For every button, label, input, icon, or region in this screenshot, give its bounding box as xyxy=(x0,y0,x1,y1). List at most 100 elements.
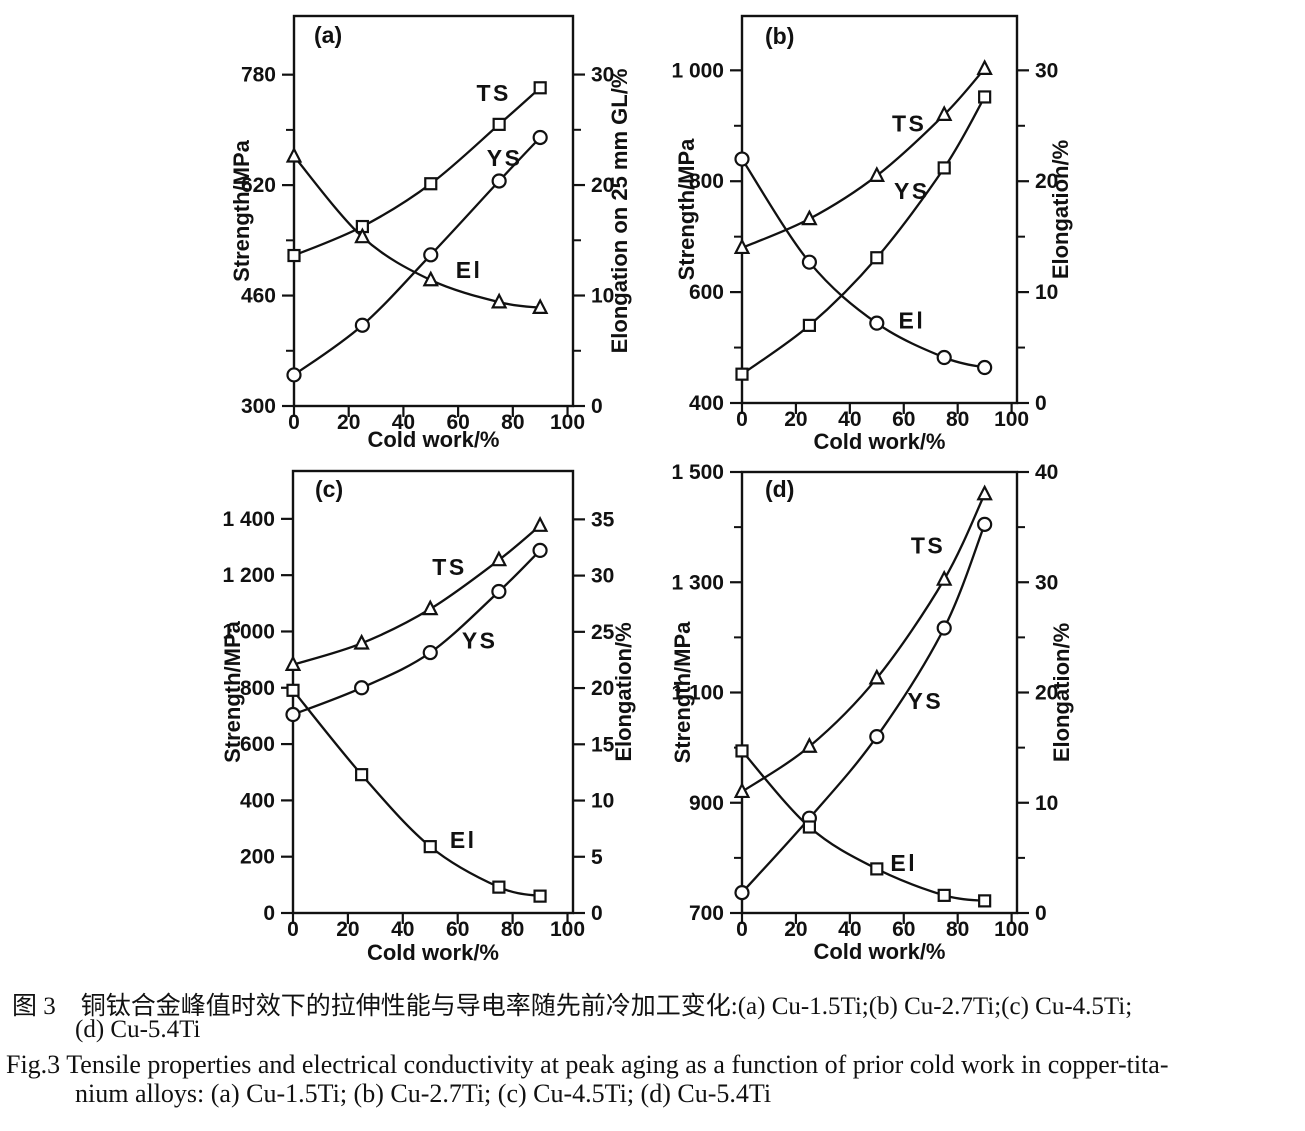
y-axis-right: 0 10 20 30 xyxy=(573,64,614,418)
y-right-axis-title: Elongation/% xyxy=(611,622,636,761)
curve-label-El: El xyxy=(456,257,483,283)
curve-label-El: El xyxy=(450,827,477,853)
series-El xyxy=(285,146,549,314)
x-tick-label: 100 xyxy=(550,411,585,434)
curve-label-YS: YS xyxy=(462,627,498,653)
y-right-tick-label: 20 xyxy=(591,174,614,197)
x-tick-label: 80 xyxy=(946,408,969,431)
caption-english-line1: Fig.3 Tensile properties and electrical … xyxy=(6,1050,1169,1079)
y-right-tick-label: 10 xyxy=(1035,792,1058,815)
y-right-tick-label: 10 xyxy=(1035,281,1058,304)
y-right-tick-label: 10 xyxy=(591,285,614,308)
caption-chinese-line1: 图 3 铜钛合金峰值时效下的拉伸性能与导电率随先前冷加工变化:(a) Cu-1.… xyxy=(12,993,1133,1020)
x-tick-label: 60 xyxy=(446,918,469,941)
y-axis-left: 700 900 1 100 1 300 1 500 xyxy=(671,461,742,925)
x-tick-label: 100 xyxy=(550,918,585,941)
y-left-tick-label: 1 000 xyxy=(671,59,724,82)
y-left-tick-label: 1 300 xyxy=(671,571,724,594)
series-El xyxy=(286,683,547,903)
y-right-tick-label: 30 xyxy=(1035,59,1058,82)
x-tick-label: 80 xyxy=(501,918,524,941)
panel-label: (c) xyxy=(315,476,343,502)
series-TS xyxy=(287,81,547,263)
y-left-axis-title: Strength/MPa xyxy=(674,138,699,281)
y-left-tick-label: 1 100 xyxy=(671,682,724,705)
y-right-tick-label: 0 xyxy=(591,395,603,418)
y-right-tick-label: 0 xyxy=(591,902,603,925)
y-left-tick-label: 700 xyxy=(689,902,724,925)
y-left-tick-label: 620 xyxy=(241,174,276,197)
y-right-axis-title: Elongation on 25 mm GL/% xyxy=(607,69,632,354)
chart-panel-b: 400 600 800 1 000 0 10 20 30 0 20 40 60 80 100 Cold wo… xyxy=(671,14,1073,454)
y-left-tick-label: 600 xyxy=(689,281,724,304)
caption-chinese-line2: (d) Cu-5.4Ti xyxy=(75,1016,201,1043)
curve-label-TS: TS xyxy=(911,533,945,559)
panel-label: (d) xyxy=(765,476,794,502)
curve-label-TS: TS xyxy=(892,110,926,136)
y-left-tick-label: 1 400 xyxy=(222,508,275,531)
x-axis: 0 20 40 60 80 100 Cold work/% xyxy=(287,913,585,965)
y-right-tick-label: 40 xyxy=(1035,461,1058,484)
y-axis-left: 0 200 400 600 800 1 000 1 200 1 400 xyxy=(222,508,293,925)
x-axis: 0 20 40 60 80 100 Cold work/% xyxy=(736,913,1029,964)
series-YS xyxy=(285,542,548,723)
curve-label-TS: TS xyxy=(432,554,466,580)
caption-english-line2: nium alloys: (a) Cu-1.5Ti; (b) Cu-2.7Ti;… xyxy=(75,1079,772,1108)
plot-frame xyxy=(740,14,1019,405)
y-right-tick-label: 30 xyxy=(591,565,614,588)
y-right-tick-label: 30 xyxy=(591,64,614,87)
x-tick-label: 20 xyxy=(784,408,807,431)
x-tick-label: 80 xyxy=(501,411,524,434)
x-tick-label: 0 xyxy=(736,918,748,941)
y-left-axis-title: Strength/MPa xyxy=(229,139,254,282)
x-tick-label: 40 xyxy=(391,918,414,941)
curve-label-YS: YS xyxy=(907,688,943,714)
y-right-tick-label: 25 xyxy=(591,621,615,644)
y-axis-right: 0 5 10 15 20 25 30 35 xyxy=(573,508,615,925)
y-left-tick-label: 1 000 xyxy=(222,620,275,643)
y-left-tick-label: 300 xyxy=(241,395,276,418)
chart-panel-d: 700 900 1 100 1 300 1 500 0 10 20 30 40 0 20 40 60 80 1… xyxy=(670,461,1074,964)
x-axis: 0 20 40 60 80 100 Cold work/% xyxy=(736,403,1029,454)
y-right-tick-label: 0 xyxy=(1035,392,1047,415)
y-left-tick-label: 460 xyxy=(241,285,276,308)
y-left-tick-label: 600 xyxy=(240,733,275,756)
y-right-tick-label: 20 xyxy=(591,677,614,700)
curve-label-YS: YS xyxy=(894,178,930,204)
y-left-tick-label: 400 xyxy=(240,789,275,812)
y-axis-left: 400 600 800 1 000 xyxy=(671,59,742,415)
y-left-tick-label: 900 xyxy=(689,792,724,815)
x-tick-label: 60 xyxy=(892,408,915,431)
x-axis-title: Cold work/% xyxy=(813,939,945,964)
series-YS xyxy=(734,516,993,901)
curve-label-El: El xyxy=(890,850,917,876)
x-axis-title: Cold work/% xyxy=(813,429,945,454)
plot-frame xyxy=(292,14,575,408)
x-tick-label: 0 xyxy=(736,408,748,431)
y-right-tick-label: 15 xyxy=(591,733,615,756)
x-tick-label: 20 xyxy=(336,918,359,941)
series-TS xyxy=(284,516,549,671)
x-tick-label: 0 xyxy=(287,918,299,941)
y-left-tick-label: 800 xyxy=(689,170,724,193)
y-right-tick-label: 20 xyxy=(1035,682,1058,705)
y-right-tick-label: 30 xyxy=(1035,571,1058,594)
y-right-axis-title: Elongation/% xyxy=(1049,623,1074,762)
curve-label-YS: YS xyxy=(487,145,523,171)
x-tick-label: 40 xyxy=(838,918,861,941)
y-axis-left: 300 460 620 780 xyxy=(241,64,294,418)
y-left-axis-title: Strength/MPa xyxy=(670,621,695,764)
y-left-tick-label: 800 xyxy=(240,677,275,700)
y-left-tick-label: 0 xyxy=(263,902,275,925)
y-right-tick-label: 35 xyxy=(591,508,615,531)
y-left-tick-label: 400 xyxy=(689,392,724,415)
x-tick-label: 20 xyxy=(784,918,807,941)
y-right-tick-label: 0 xyxy=(1035,902,1047,925)
y-right-tick-label: 10 xyxy=(591,790,614,813)
curve-label-El: El xyxy=(898,308,925,334)
x-tick-label: 60 xyxy=(892,918,915,941)
x-tick-label: 80 xyxy=(946,918,969,941)
